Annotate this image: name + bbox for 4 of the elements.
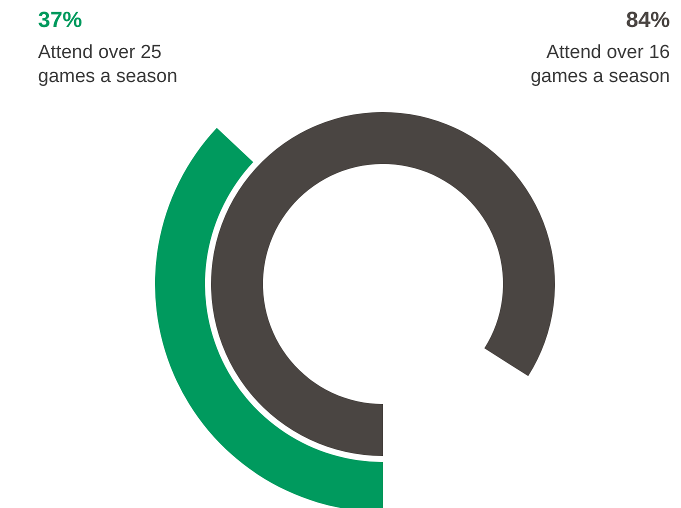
data-label: 84% [626, 7, 670, 32]
category-label: Attend over 25 games a season [38, 42, 178, 87]
category-label: Attend over 16 games a season [530, 42, 670, 87]
data-label: 37% [38, 7, 82, 32]
